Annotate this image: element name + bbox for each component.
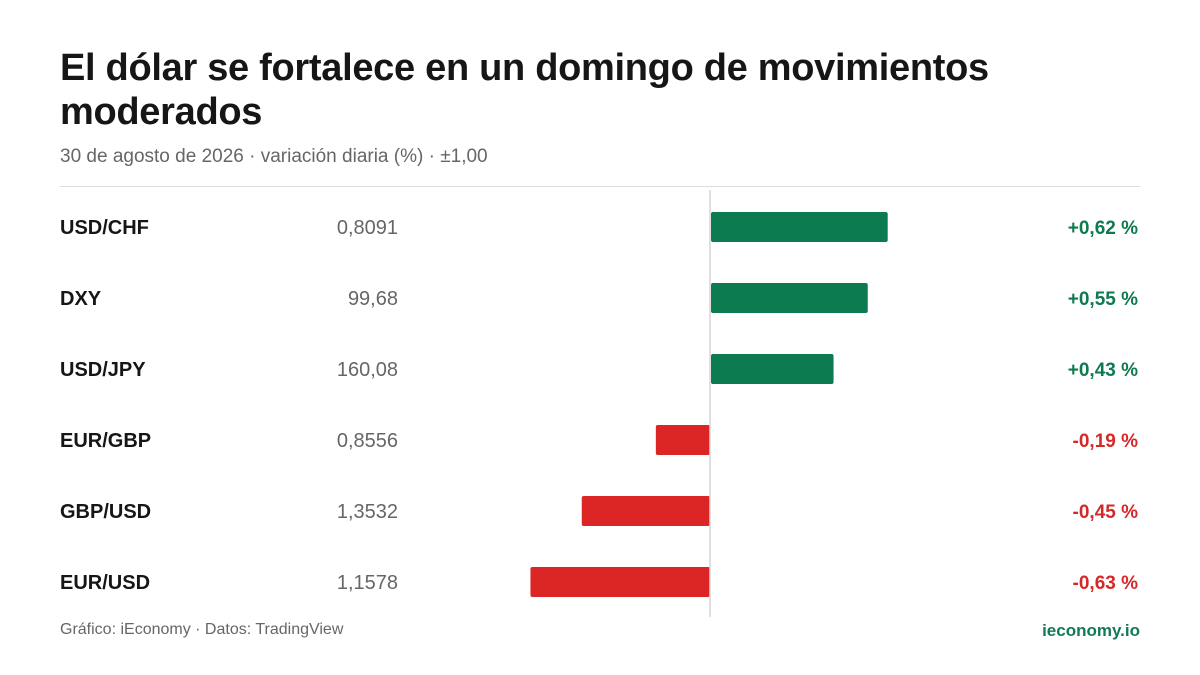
bar-usd-jpy [711,354,834,384]
category-label: USD/JPY [60,359,146,381]
bar-dxy [711,283,868,313]
category-label: EUR/GBP [60,430,151,452]
source-credit: Gráfico: iEconomy · Datos: TradingView [60,621,344,638]
category-label: GBP/USD [60,501,151,523]
bar-eur-gbp [655,425,710,455]
category-label: EUR/USD [60,572,150,594]
category-label: DXY [60,288,102,310]
change-label: +0,55 % [1068,289,1138,310]
brand-link[interactable]: ieconomy.io [1042,621,1140,640]
change-label: +0,62 % [1068,218,1138,239]
price-label: 0,8556 [337,430,398,452]
change-label: +0,43 % [1068,360,1138,381]
category-label: USD/CHF [60,217,149,239]
chart-title: El dólar se fortalece en un domingo de m… [60,47,989,133]
price-label: 0,8091 [337,217,398,239]
change-label: -0,19 % [1073,431,1139,452]
price-label: 160,08 [337,359,398,381]
header-divider [60,186,1140,187]
price-label: 1,3532 [337,501,398,523]
price-label: 1,1578 [337,572,398,594]
change-label: -0,45 % [1073,502,1139,523]
chart-subtitle: 30 de agosto de 2026 · variación diaria … [60,146,488,167]
change-label: -0,63 % [1073,573,1139,594]
bar-gbp-usd [581,496,710,526]
bar-usd-chf [711,212,888,242]
bar-eur-usd [530,567,710,597]
price-label: 99,68 [348,288,398,310]
